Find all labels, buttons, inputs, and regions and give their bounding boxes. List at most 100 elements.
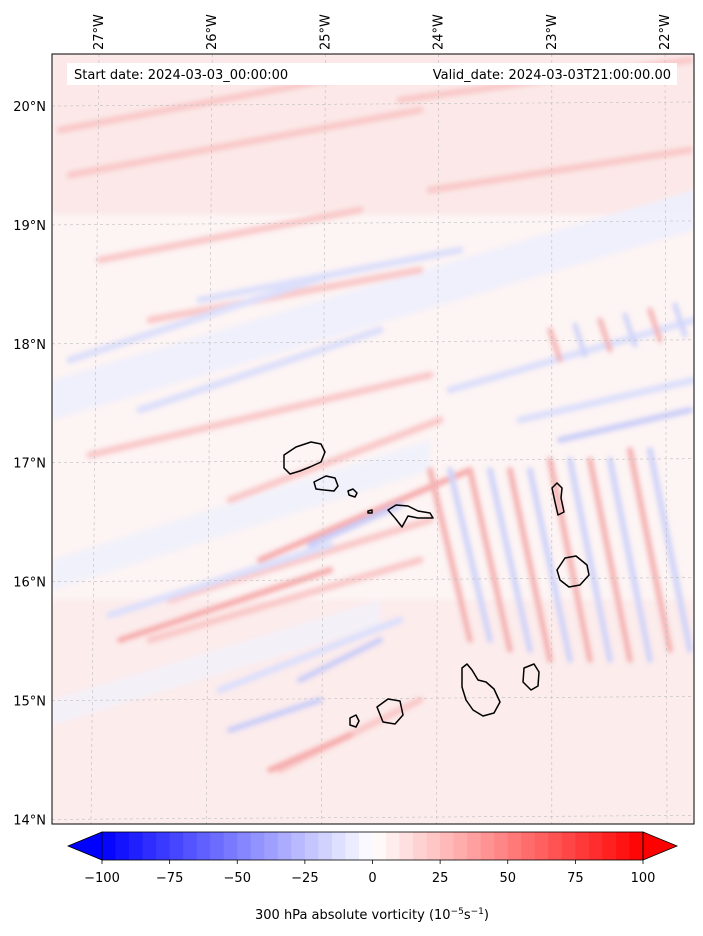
colorbar-tick-label: 25: [432, 871, 449, 886]
colorbar-cell: [291, 832, 306, 860]
parallel-gridline: [52, 696, 694, 701]
colorbar-cell: [196, 832, 211, 860]
island-sal: [551, 482, 565, 516]
valid-date-text: Valid_date: 2024-03-03T21:00:00.00: [433, 68, 671, 83]
colorbar-cell: [413, 832, 428, 860]
island-fogo: [376, 698, 404, 725]
meridian-gridline: [205, 54, 213, 824]
longitude-label: 25°W: [318, 14, 333, 50]
colorbar-cell: [561, 832, 576, 860]
colorbar-cell: [372, 832, 387, 860]
info-box: Start date: 2024-03-03_00:00:00 Valid_da…: [67, 63, 677, 85]
colorbar-cell: [115, 832, 130, 860]
latitude-label: 16°N: [13, 576, 46, 591]
longitude-label: 24°W: [432, 14, 447, 50]
parallel-gridline: [52, 101, 694, 107]
colorbar-label-exp2: −1: [471, 907, 484, 917]
colorbar-extend-min: [66, 831, 103, 861]
colorbar-cell: [629, 832, 644, 860]
colorbar: −100 −75 −50 −25 0 25 50 75 100 300 hPa absolute…: [66, 831, 679, 923]
latitude-label: 19°N: [13, 219, 46, 234]
colorbar-cell: [183, 832, 198, 860]
colorbar-cell: [277, 832, 292, 860]
colorbar-cell: [318, 832, 333, 860]
parallel-gridline: [52, 220, 694, 226]
colorbar-cell: [237, 832, 252, 860]
meridian-gridline: [90, 54, 100, 824]
island-santo-antao: [283, 441, 326, 475]
island-maio: [522, 663, 540, 691]
meridian-gridline: [664, 54, 668, 824]
colorbar-cell: [331, 832, 346, 860]
meridian-gridline: [436, 54, 439, 824]
colorbar-cell: [223, 832, 238, 860]
colorbar-label-prefix: 300 hPa absolute vorticity (10: [255, 908, 451, 923]
colorbar-label-mid: s: [464, 908, 471, 923]
colorbar-cell: [264, 832, 279, 860]
start-date-text: Start date: 2024-03-03_00:00:00: [74, 68, 288, 83]
colorbar-cell: [399, 832, 414, 860]
longitude-label: 26°W: [205, 14, 220, 50]
colorbar-extend-max: [642, 831, 679, 861]
island-branco: [367, 509, 373, 514]
coastlines: [283, 441, 590, 728]
colorbar-cell: [304, 832, 319, 860]
colorbar-cell: [250, 832, 265, 860]
island-santa-luzia: [347, 488, 358, 498]
colorbar-cell: [615, 832, 630, 860]
colorbar-cell: [588, 832, 603, 860]
colorbar-cell: [602, 832, 617, 860]
colorbar-tick-label: −75: [156, 871, 183, 886]
colorbar-cell: [440, 832, 455, 860]
longitude-label: 27°W: [92, 14, 107, 50]
colorbar-cell: [467, 832, 482, 860]
latitude-label: 20°N: [13, 100, 46, 115]
colorbar-cell: [169, 832, 184, 860]
colorbar-cell: [142, 832, 157, 860]
island-sao-vicente: [313, 475, 339, 492]
gridlines: [52, 54, 694, 824]
colorbar-label-suffix: ): [484, 908, 489, 923]
colorbar-ticks: −100 −75 −50 −25 0 25 50 75 100: [84, 860, 655, 886]
latitude-label: 18°N: [13, 338, 46, 353]
colorbar-cell: [426, 832, 441, 860]
colorbar-cell: [521, 832, 536, 860]
colorbar-tick-label: 100: [631, 871, 656, 886]
latitude-label: 14°N: [13, 813, 46, 828]
colorbar-cell: [386, 832, 401, 860]
latitude-label: 15°N: [13, 695, 46, 710]
island-sao-nicolau: [387, 504, 434, 528]
colorbar-cell: [453, 832, 468, 860]
colorbar-tick-label: −50: [224, 871, 251, 886]
latitude-label: 17°N: [13, 457, 46, 472]
island-santiago: [461, 663, 501, 717]
island-brava: [349, 714, 360, 728]
longitude-label: 23°W: [545, 14, 560, 50]
colorbar-cell: [129, 832, 144, 860]
parallel-gridline: [52, 458, 694, 464]
colorbar-cell: [358, 832, 373, 860]
longitude-label: 22°W: [658, 14, 673, 50]
colorbar-cells: [102, 832, 644, 860]
colorbar-tick-label: 0: [368, 871, 376, 886]
colorbar-cell: [210, 832, 225, 860]
colorbar-cell: [507, 832, 522, 860]
map-frame: [51, 53, 695, 825]
colorbar-cell: [548, 832, 563, 860]
colorbar-cell: [156, 832, 171, 860]
longitude-labels: 27°W 26°W 25°W 24°W 23°W 22°W: [92, 14, 673, 50]
map-panel: Start date: 2024-03-03_00:00:00 Valid_da…: [51, 53, 695, 825]
parallel-gridline: [52, 815, 694, 820]
meridian-gridline: [321, 54, 326, 824]
colorbar-tick-label: −100: [84, 871, 120, 886]
latitude-labels: 20°N 19°N 18°N 17°N 16°N 15°N 14°N: [13, 100, 46, 828]
colorbar-cell: [102, 832, 117, 860]
colorbar-cell: [575, 832, 590, 860]
info-box-background: [67, 63, 677, 85]
colorbar-cell: [345, 832, 360, 860]
colorbar-label: 300 hPa absolute vorticity (10−5s−1): [255, 907, 489, 923]
island-boa-vista: [556, 555, 590, 588]
colorbar-cell: [480, 832, 495, 860]
parallel-gridline: [52, 339, 694, 345]
